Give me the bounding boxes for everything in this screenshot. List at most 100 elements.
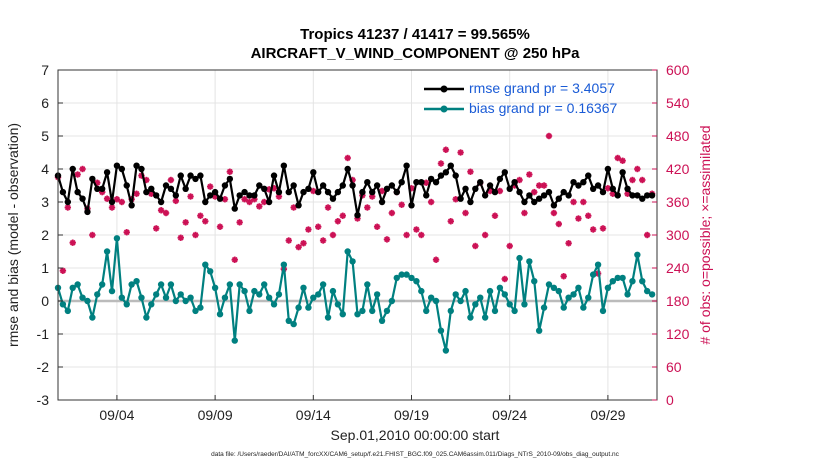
bias-point bbox=[128, 281, 135, 288]
rmse-point bbox=[359, 188, 366, 196]
rmse-point bbox=[64, 198, 72, 206]
rmse-point bbox=[182, 185, 189, 192]
y-right-tick-label: 360 bbox=[666, 194, 690, 210]
obs-count-marker bbox=[526, 171, 533, 178]
bias-point bbox=[192, 307, 199, 315]
rmse-point bbox=[457, 195, 464, 202]
rmse-point bbox=[408, 202, 415, 209]
rmse-point bbox=[432, 179, 440, 186]
bias-point bbox=[202, 261, 209, 268]
rmse-point bbox=[481, 192, 489, 199]
obs-count-marker bbox=[398, 201, 405, 208]
obs-count-marker bbox=[585, 212, 592, 219]
obs-count-marker bbox=[310, 187, 317, 195]
bias-point bbox=[324, 314, 332, 321]
rmse-point bbox=[604, 165, 612, 173]
bias-point bbox=[319, 281, 327, 288]
obs-count-marker bbox=[403, 231, 410, 239]
obs-count-marker bbox=[305, 226, 312, 233]
y-tick-label: -1 bbox=[37, 326, 50, 342]
y-right-tick-label: 240 bbox=[666, 260, 690, 276]
rmse-point bbox=[211, 188, 219, 196]
bias-point bbox=[634, 251, 641, 258]
obs-count-marker bbox=[604, 185, 612, 192]
bias-point bbox=[589, 271, 597, 278]
bias-point bbox=[477, 294, 484, 301]
bias-point bbox=[334, 301, 342, 308]
rmse-point bbox=[192, 175, 199, 183]
rmse-point bbox=[580, 179, 587, 186]
obs-count-marker bbox=[599, 225, 607, 232]
bias-point bbox=[329, 287, 337, 295]
bias-point bbox=[648, 291, 656, 298]
rmse-point bbox=[89, 175, 96, 183]
obs-count-marker bbox=[133, 190, 140, 197]
bias-point bbox=[472, 301, 479, 308]
bias-point bbox=[423, 307, 430, 315]
obs-count-marker bbox=[123, 229, 130, 236]
bias-point bbox=[359, 307, 366, 315]
bias-point bbox=[261, 281, 268, 288]
bias-point bbox=[221, 294, 229, 301]
bias-point bbox=[187, 294, 194, 301]
bias-point bbox=[393, 274, 400, 282]
rmse-point bbox=[290, 182, 297, 189]
bias-point bbox=[285, 317, 292, 324]
rmse-point bbox=[639, 195, 646, 202]
rmse-point bbox=[624, 185, 631, 192]
obs-count-marker bbox=[373, 223, 381, 230]
bias-point bbox=[305, 304, 312, 311]
bias-point bbox=[506, 301, 513, 308]
bias-point bbox=[373, 291, 381, 298]
rmse-point bbox=[442, 169, 450, 176]
bias-point bbox=[167, 281, 175, 288]
y-tick-label: -2 bbox=[37, 359, 50, 375]
legend: rmse grand pr = 3.4057 bias grand pr = 0… bbox=[418, 80, 640, 120]
bias-point bbox=[74, 281, 81, 288]
obs-count-marker bbox=[614, 154, 621, 162]
obs-count-marker bbox=[315, 223, 322, 230]
bias-point bbox=[197, 304, 204, 311]
bias-point bbox=[604, 284, 612, 291]
obs-count-marker bbox=[89, 231, 96, 239]
bias-point bbox=[89, 314, 96, 321]
rmse-point bbox=[187, 172, 194, 179]
bias-point bbox=[152, 291, 160, 298]
obs-count-marker bbox=[388, 209, 396, 217]
rmse-point bbox=[329, 195, 337, 202]
bias-point bbox=[599, 307, 607, 315]
rmse-point bbox=[59, 188, 67, 196]
bias-point bbox=[555, 287, 563, 295]
rmse-point bbox=[98, 185, 106, 192]
obs-count-marker bbox=[74, 171, 81, 178]
obs-count-marker bbox=[172, 197, 180, 205]
obs-count-marker bbox=[619, 157, 626, 164]
rmse-point bbox=[202, 198, 209, 206]
y-tick-label: 0 bbox=[41, 293, 49, 309]
bias-point bbox=[609, 278, 617, 285]
rmse-point bbox=[300, 188, 307, 196]
bias-point bbox=[531, 278, 538, 285]
bias-point bbox=[177, 291, 184, 298]
rmse-point bbox=[373, 182, 381, 189]
bias-point bbox=[94, 291, 101, 298]
bias-point bbox=[300, 284, 307, 291]
bias-point bbox=[560, 304, 567, 311]
rmse-point bbox=[452, 172, 459, 179]
obs-count-marker bbox=[241, 196, 248, 203]
y-tick-label: 7 bbox=[41, 62, 49, 78]
rmse-point bbox=[280, 162, 288, 169]
bias-point bbox=[427, 294, 435, 301]
bias-point bbox=[231, 337, 238, 344]
obs-count-marker bbox=[639, 176, 646, 184]
bias-point bbox=[462, 287, 469, 295]
y-right-tick-label: 0 bbox=[666, 392, 674, 408]
rmse-point bbox=[157, 198, 165, 206]
rmse-point bbox=[231, 205, 238, 212]
rmse-point bbox=[496, 175, 504, 183]
obs-count-marker bbox=[378, 187, 386, 195]
bias-point bbox=[501, 291, 508, 298]
rmse-point bbox=[589, 185, 597, 192]
bias-point bbox=[383, 307, 391, 315]
rmse-point bbox=[261, 185, 268, 192]
